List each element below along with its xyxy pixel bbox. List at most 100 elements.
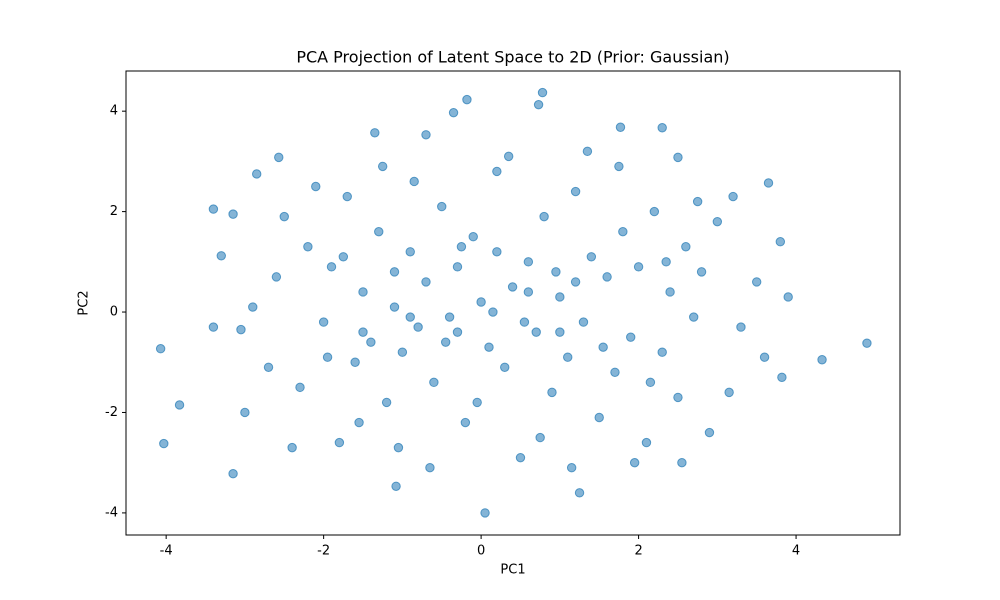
- point: [155, 343, 166, 354]
- point: [236, 324, 246, 335]
- point: [174, 400, 185, 410]
- point: [393, 442, 404, 453]
- point: [862, 338, 872, 348]
- point: [629, 457, 640, 468]
- point: [413, 322, 423, 332]
- point: [350, 357, 360, 367]
- point: [657, 347, 667, 357]
- y-tick-label: 4: [110, 104, 118, 119]
- x-tick-label: 4: [792, 544, 800, 559]
- point: [551, 267, 561, 277]
- point: [777, 372, 787, 383]
- point: [523, 287, 534, 297]
- point: [252, 169, 262, 179]
- point: [728, 191, 738, 202]
- point: [452, 327, 463, 337]
- point: [574, 488, 585, 498]
- y-tick-label: 0: [110, 305, 118, 320]
- point: [476, 297, 486, 307]
- point: [295, 382, 305, 393]
- point: [389, 302, 400, 312]
- x-tick-label: -4: [160, 544, 173, 559]
- point: [460, 417, 471, 428]
- point: [817, 355, 827, 365]
- point: [421, 130, 431, 140]
- point: [480, 508, 490, 518]
- point: [208, 322, 219, 332]
- point: [370, 128, 380, 138]
- point: [704, 427, 715, 438]
- point: [405, 247, 415, 257]
- point: [649, 206, 660, 217]
- point: [377, 161, 388, 172]
- point: [397, 347, 408, 357]
- point: [228, 469, 238, 479]
- point: [444, 312, 455, 322]
- point: [405, 312, 415, 322]
- point: [602, 272, 612, 282]
- point: [279, 211, 289, 222]
- plot-frame: [125, 70, 901, 536]
- point: [263, 362, 274, 372]
- point: [533, 99, 544, 110]
- point: [570, 277, 581, 287]
- y-tick-label: -4: [105, 505, 118, 520]
- chart-title: PCA Projection of Latent Space to 2D (Pr…: [296, 48, 729, 67]
- point: [303, 242, 313, 252]
- point: [615, 122, 626, 132]
- point: [751, 277, 762, 287]
- point: [429, 377, 439, 388]
- point: [523, 257, 534, 267]
- y-axis-label: PC2: [77, 290, 92, 315]
- point: [759, 352, 770, 362]
- point: [677, 457, 687, 468]
- point: [409, 176, 419, 187]
- x-tick-label: -2: [317, 544, 330, 559]
- point: [535, 432, 545, 443]
- point: [240, 407, 250, 418]
- point: [586, 252, 597, 262]
- point: [736, 322, 746, 332]
- point: [440, 337, 451, 347]
- x-axis-label: PC1: [500, 563, 525, 578]
- point: [456, 242, 467, 252]
- point: [598, 342, 608, 352]
- point: [468, 232, 478, 242]
- point: [519, 317, 530, 327]
- point: [783, 292, 793, 302]
- point: [159, 438, 169, 449]
- point: [274, 152, 284, 163]
- point: [334, 437, 345, 448]
- point: [712, 216, 723, 227]
- point: [452, 262, 463, 272]
- point: [661, 257, 671, 267]
- point: [689, 312, 699, 322]
- point: [425, 463, 435, 473]
- point: [462, 94, 472, 105]
- point: [437, 201, 447, 212]
- point: [724, 387, 734, 398]
- point: [633, 262, 644, 272]
- point: [216, 251, 226, 261]
- point: [515, 452, 526, 463]
- point: [775, 237, 786, 247]
- point: [547, 387, 557, 398]
- point: [342, 191, 352, 202]
- point: [645, 377, 656, 388]
- point: [322, 352, 333, 362]
- point: [391, 481, 401, 491]
- point: [539, 211, 549, 222]
- point: [228, 209, 238, 219]
- point: [696, 267, 707, 277]
- point: [318, 317, 329, 327]
- point: [578, 317, 589, 327]
- point: [563, 352, 573, 362]
- y-tick-label: -2: [105, 405, 118, 420]
- points: [155, 87, 872, 518]
- point: [488, 307, 498, 317]
- point: [618, 226, 628, 237]
- point: [594, 412, 604, 423]
- point: [381, 397, 392, 408]
- point: [248, 302, 258, 312]
